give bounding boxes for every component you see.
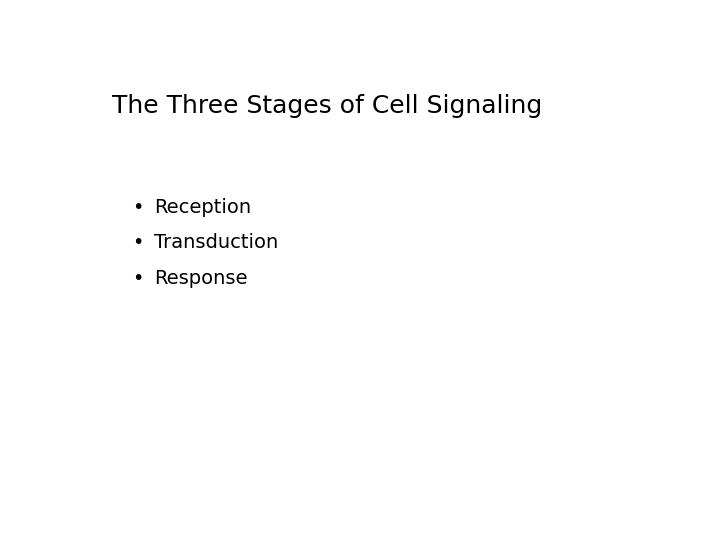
Text: •: • <box>132 268 143 287</box>
Text: Reception: Reception <box>154 198 251 217</box>
Text: •: • <box>132 233 143 252</box>
Text: Response: Response <box>154 268 248 287</box>
Text: The Three Stages of Cell Signaling: The Three Stages of Cell Signaling <box>112 94 543 118</box>
Text: Transduction: Transduction <box>154 233 279 252</box>
Text: •: • <box>132 198 143 217</box>
